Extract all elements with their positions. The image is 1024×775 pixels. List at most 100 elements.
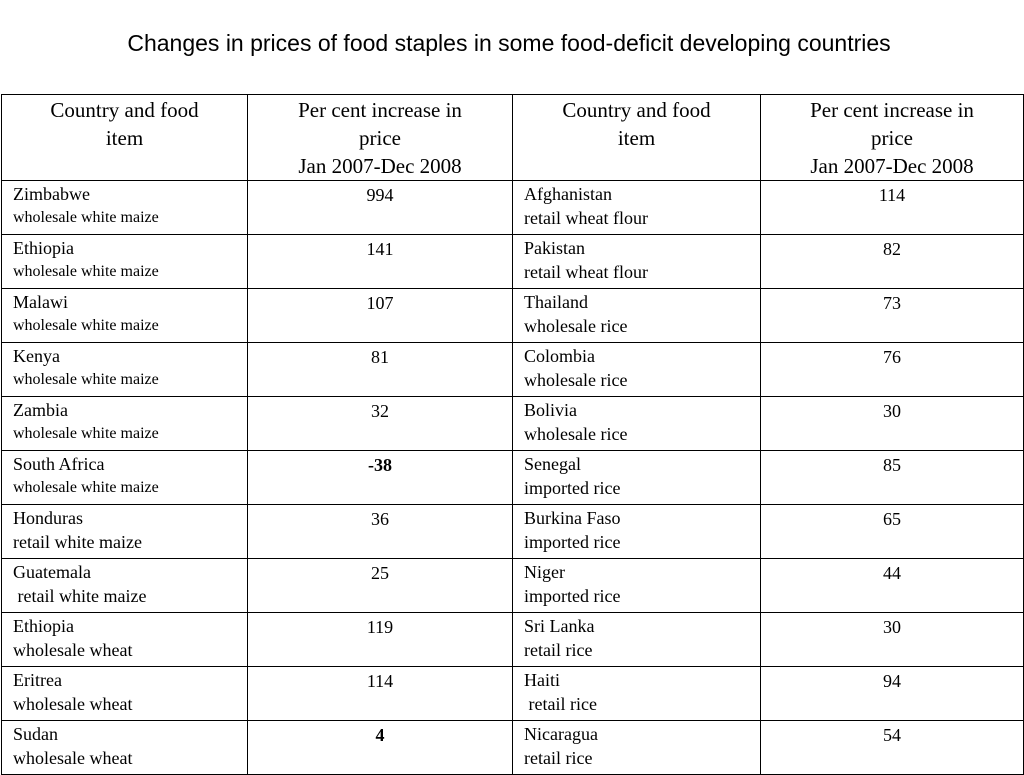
country-name: Niger xyxy=(524,562,565,582)
cell-country-item: Honduras retail white maize xyxy=(1,504,248,559)
header-line: item xyxy=(105,126,144,150)
country-name: South Africa xyxy=(13,454,105,474)
food-item: retail rice xyxy=(524,694,597,714)
food-item: wholesale wheat xyxy=(13,640,133,660)
country-name: Nicaragua xyxy=(524,724,598,744)
cell-percent-increase: 76 xyxy=(760,342,1024,397)
cell-percent-increase: 73 xyxy=(760,288,1024,343)
header-increase-left: Per cent increase in price Jan 2007-Dec … xyxy=(247,94,513,181)
country-name: Pakistan xyxy=(524,238,585,258)
header-line: price xyxy=(871,126,913,150)
food-item: retail rice xyxy=(524,748,593,768)
country-name: Burkina Faso xyxy=(524,508,621,528)
food-item: retail wheat flour xyxy=(524,262,648,282)
table-row: Honduras retail white maize 36 Burkina Faso… xyxy=(1,504,1024,559)
food-item: imported rice xyxy=(524,586,621,606)
country-name: Ethiopia xyxy=(13,238,74,258)
country-name: Thailand xyxy=(524,292,588,312)
food-item: retail white maize xyxy=(13,586,147,606)
cell-percent-increase: 54 xyxy=(760,720,1024,775)
food-item: retail wheat flour xyxy=(524,208,648,228)
country-name: Haiti xyxy=(524,670,560,690)
cell-percent-increase: 44 xyxy=(760,558,1024,613)
header-line: price xyxy=(359,126,401,150)
table-row: Ethiopia wholesale white maize 141 Pakistan… xyxy=(1,234,1024,289)
country-name: Senegal xyxy=(524,454,581,474)
header-line: Country and food xyxy=(562,98,711,122)
cell-country-item: Zambia wholesale white maize xyxy=(1,396,248,451)
cell-country-item: Ethiopia wholesale wheat xyxy=(1,612,248,667)
cell-percent-increase: 114 xyxy=(760,180,1024,235)
cell-country-item: Haiti retail rice xyxy=(512,666,761,721)
cell-country-item: Senegal imported rice xyxy=(512,450,761,505)
table-row: Ethiopia wholesale wheat 119 Sri Lanka retai… xyxy=(1,612,1024,667)
country-name: Colombia xyxy=(524,346,595,366)
food-item: imported rice xyxy=(524,532,621,552)
country-name: Kenya xyxy=(13,346,60,366)
header-line: Jan 2007-Dec 2008 xyxy=(810,154,974,178)
table-row: Eritrea wholesale wheat 114 Haiti retail ri… xyxy=(1,666,1024,721)
cell-percent-increase: 85 xyxy=(760,450,1024,505)
cell-country-item: Niger imported rice xyxy=(512,558,761,613)
country-name: Honduras xyxy=(13,508,83,528)
cell-country-item: Burkina Faso imported rice xyxy=(512,504,761,559)
cell-percent-increase: 994 xyxy=(247,180,513,235)
cell-country-item: Thailand wholesale rice xyxy=(512,288,761,343)
food-item: wholesale wheat xyxy=(13,748,133,768)
cell-percent-increase: 65 xyxy=(760,504,1024,559)
food-item: retail white maize xyxy=(13,532,142,552)
header-increase-right: Per cent increase in price Jan 2007-Dec … xyxy=(760,94,1024,181)
country-name: Zimbabwe xyxy=(13,184,90,204)
cell-country-item: South Africa wholesale white maize xyxy=(1,450,248,505)
table-row: Malawi wholesale white maize 107 Thailand wh… xyxy=(1,288,1024,343)
cell-percent-increase: 81 xyxy=(247,342,513,397)
country-name: Bolivia xyxy=(524,400,577,420)
cell-country-item: Sri Lanka retail rice xyxy=(512,612,761,667)
cell-percent-increase: -38 xyxy=(247,450,513,505)
country-name: Sudan xyxy=(13,724,58,744)
table-row: Zambia wholesale white maize 32 Bolivia whol… xyxy=(1,396,1024,451)
food-item: wholesale white maize xyxy=(13,425,159,442)
cell-country-item: Pakistan retail wheat flour xyxy=(512,234,761,289)
table-row: Zimbabwe wholesale white maize 994 Afghanis… xyxy=(1,180,1024,235)
header-country-item-left: Country and food item xyxy=(1,94,248,181)
cell-percent-increase: 107 xyxy=(247,288,513,343)
food-item: retail rice xyxy=(524,640,593,660)
food-item: wholesale rice xyxy=(524,370,628,390)
cell-percent-increase: 4 xyxy=(247,720,513,775)
country-name: Zambia xyxy=(13,400,68,420)
cell-percent-increase: 141 xyxy=(247,234,513,289)
table-row: Sudan wholesale wheat 4 Nicaragua retail ric… xyxy=(1,720,1024,775)
cell-percent-increase: 30 xyxy=(760,612,1024,667)
cell-country-item: Guatemala retail white maize xyxy=(1,558,248,613)
food-item: wholesale white maize xyxy=(13,317,159,334)
header-country-item-right: Country and food item xyxy=(512,94,761,181)
country-name: Ethiopia xyxy=(13,616,74,636)
header-line: Jan 2007-Dec 2008 xyxy=(298,154,462,178)
cell-country-item: Bolivia wholesale rice xyxy=(512,396,761,451)
cell-country-item: Zimbabwe wholesale white maize xyxy=(1,180,248,235)
food-item: wholesale rice xyxy=(524,316,628,336)
table-row: Guatemala retail white maize 25 Niger impor… xyxy=(1,558,1024,613)
food-item: wholesale white maize xyxy=(13,263,159,280)
food-item: wholesale white maize xyxy=(13,209,159,226)
header-line: item xyxy=(617,126,656,150)
table-row: Kenya wholesale white maize 81 Colombia whol… xyxy=(1,342,1024,397)
country-name: Guatemala xyxy=(13,562,91,582)
cell-percent-increase: 30 xyxy=(760,396,1024,451)
header-line: Per cent increase in xyxy=(298,98,462,122)
cell-country-item: Colombia wholesale rice xyxy=(512,342,761,397)
country-name: Afghanistan xyxy=(524,184,612,204)
cell-country-item: Malawi wholesale white maize xyxy=(1,288,248,343)
header-line: Country and food xyxy=(50,98,199,122)
food-item: wholesale wheat xyxy=(13,694,133,714)
table-header-row: Country and food item Per cent increase … xyxy=(1,94,1024,181)
table-body: Zimbabwe wholesale white maize 994 Afghanis… xyxy=(1,180,1024,775)
food-item: wholesale rice xyxy=(524,424,628,444)
food-price-table: Country and food item Per cent increase … xyxy=(1,94,1024,775)
cell-percent-increase: 94 xyxy=(760,666,1024,721)
cell-percent-increase: 36 xyxy=(247,504,513,559)
cell-country-item: Ethiopia wholesale white maize xyxy=(1,234,248,289)
cell-country-item: Afghanistan retail wheat flour xyxy=(512,180,761,235)
header-line: Per cent increase in xyxy=(810,98,974,122)
